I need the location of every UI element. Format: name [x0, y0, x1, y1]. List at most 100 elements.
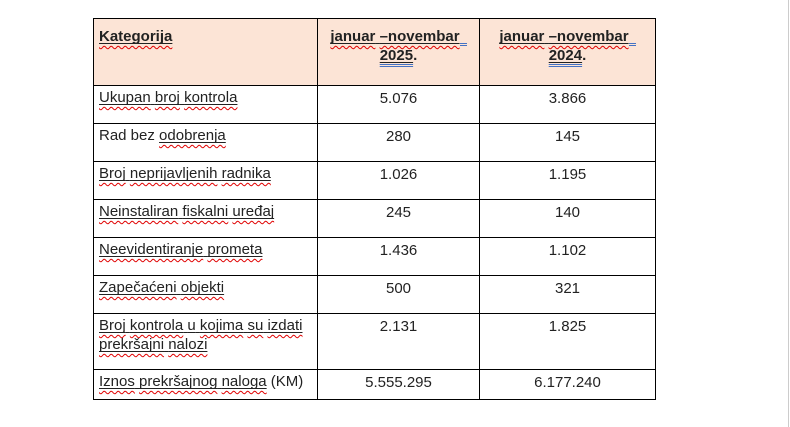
text-segment: Iznos	[99, 373, 135, 390]
misspelled-word: januar	[330, 28, 376, 45]
text-segment: prekršajnog	[139, 373, 217, 390]
misspelled-word: –novembar	[548, 28, 629, 45]
value-cell-2024: 1.195	[479, 161, 656, 200]
value-cell-2025: 1.026	[317, 161, 480, 200]
text-segment: Broj	[99, 317, 126, 334]
value-cell-2025: 5.555.295	[317, 369, 480, 400]
text-segment: naloga	[222, 373, 267, 390]
value-cell-2024: 3.866	[479, 85, 656, 124]
value-cell-2024: 145	[479, 123, 656, 162]
value-cell-2024: 6.177.240	[479, 369, 656, 400]
text-segment: kojima	[200, 317, 243, 334]
text-segment: neprijavljenih	[130, 165, 218, 182]
text-segment: –novembar	[380, 28, 460, 45]
header-cell-2024: januar –novembar 2024.	[479, 18, 656, 86]
text-segment: kontrola	[130, 317, 183, 334]
table-row: Neevidentiranje prometa 1.436 1.102	[93, 237, 656, 276]
value-cell-2024: 1.825	[479, 313, 656, 370]
text-segment: Ukupan	[99, 89, 151, 106]
table-row: Iznos prekršajnog naloga (KM) 5.555.295 6.…	[93, 369, 656, 400]
text-segment: (KM)	[266, 373, 304, 390]
text-segment: Neinstaliran	[99, 203, 178, 220]
text-segment: broj	[155, 89, 180, 106]
value-cell-2024: 1.102	[479, 237, 656, 276]
category-cell: Zapečaćeni objekti	[93, 275, 318, 314]
text-segment: Neevidentiranje	[99, 241, 203, 258]
table-row: Neinstaliran fiskalni uređaj 245 140	[93, 199, 656, 238]
grammar-flagged-word: 2024	[548, 47, 583, 64]
text-segment: uređaj	[232, 203, 274, 220]
misspelled-word: radnika	[221, 165, 271, 182]
text-segment: Rad bez	[99, 127, 160, 144]
category-cell: Ukupan broj kontrola	[93, 85, 318, 124]
table-row: Rad bez odobrenja 280 145	[93, 123, 656, 162]
text-segment: 2025	[380, 47, 413, 64]
misspelled-word: Kategorija	[99, 28, 173, 45]
text-segment: .	[413, 47, 418, 64]
value-cell-2025: 5.076	[317, 85, 480, 124]
window-edge-line	[788, 0, 789, 427]
category-cell: Broj neprijavljenih radnika	[93, 161, 318, 200]
misspelled-word: su	[247, 317, 264, 334]
misspelled-word: neprijavljenih	[129, 165, 218, 182]
text-segment: su	[247, 317, 263, 334]
category-cell: Broj kontrola u kojima su izdati prekrša…	[93, 313, 318, 370]
value-cell-2025: 2.131	[317, 313, 480, 370]
category-cell: Iznos prekršajnog naloga (KM)	[93, 369, 318, 400]
text-segment: januar	[330, 28, 375, 45]
text-segment: u	[187, 317, 196, 334]
misspelled-word: Zapečaćeni	[99, 279, 177, 296]
misspelled-word: kontrola	[129, 317, 184, 334]
text-segment: –novembar	[549, 28, 629, 45]
grammar-flagged-word: 2025	[379, 47, 414, 64]
text-segment: januar	[499, 28, 544, 45]
misspelled-word: januar	[499, 28, 545, 45]
header-cell-category: Kategorija	[93, 18, 318, 86]
misspelled-word: fiskalni	[182, 203, 229, 220]
misspelled-word: prekršajnog	[139, 373, 218, 390]
table-row: Broj neprijavljenih radnika 1.026 1.195	[93, 161, 656, 200]
table-row: Ukupan broj kontrola 5.076 3.866	[93, 85, 656, 124]
category-cell: Neinstaliran fiskalni uređaj	[93, 199, 318, 238]
value-cell-2024: 140	[479, 199, 656, 238]
misspelled-word: Iznos	[99, 373, 135, 390]
grammar-mark	[459, 31, 467, 46]
table-body: Ukupan broj kontrola 5.076 3.866 Rad bez od…	[93, 85, 656, 400]
text-segment: Broj	[99, 165, 126, 182]
misspelled-word: prometa	[207, 241, 263, 258]
value-cell-2025: 280	[317, 123, 480, 162]
header-row: Kategorija januar –novembar 2025. januar…	[93, 18, 656, 86]
value-cell-2025: 1.436	[317, 237, 480, 276]
misspelled-word: Broj	[99, 317, 126, 334]
misspelled-word: izdati	[267, 317, 303, 334]
text-segment: .	[582, 47, 587, 64]
text-segment: radnika	[222, 165, 271, 182]
misspelled-word: objekti	[180, 279, 225, 296]
text-segment: kontrola	[184, 89, 237, 106]
misspelled-word: uređaj	[232, 203, 275, 220]
text-segment: nalozi	[168, 336, 207, 353]
text-segment: Kategorija	[99, 28, 172, 45]
text-segment: izdati	[267, 317, 302, 334]
misspelled-word: nalozi	[168, 336, 208, 353]
misspelled-word: Ukupan	[99, 89, 151, 106]
misspelled-word: naloga	[221, 373, 267, 390]
category-cell: Rad bez odobrenja	[93, 123, 318, 162]
value-cell-2025: 500	[317, 275, 480, 314]
category-cell: Neevidentiranje prometa	[93, 237, 318, 276]
value-cell-2025: 245	[317, 199, 480, 238]
misspelled-word: Broj	[99, 165, 126, 182]
misspelled-word: kontrola	[184, 89, 238, 106]
text-segment: odobrenja	[159, 127, 226, 144]
text-segment: prekršajni	[99, 336, 164, 353]
text-segment: 2024	[549, 47, 582, 64]
text-segment: prometa	[207, 241, 262, 258]
misspelled-word: –novembar	[379, 28, 460, 45]
misspelled-word: prekršajni	[99, 336, 165, 353]
value-cell-2024: 321	[479, 275, 656, 314]
misspelled-word: odobrenja	[159, 127, 226, 144]
table-row: Broj kontrola u kojima su izdati prekrša…	[93, 313, 656, 370]
misspelled-word: Neinstaliran	[99, 203, 179, 220]
text-segment: fiskalni	[182, 203, 228, 220]
